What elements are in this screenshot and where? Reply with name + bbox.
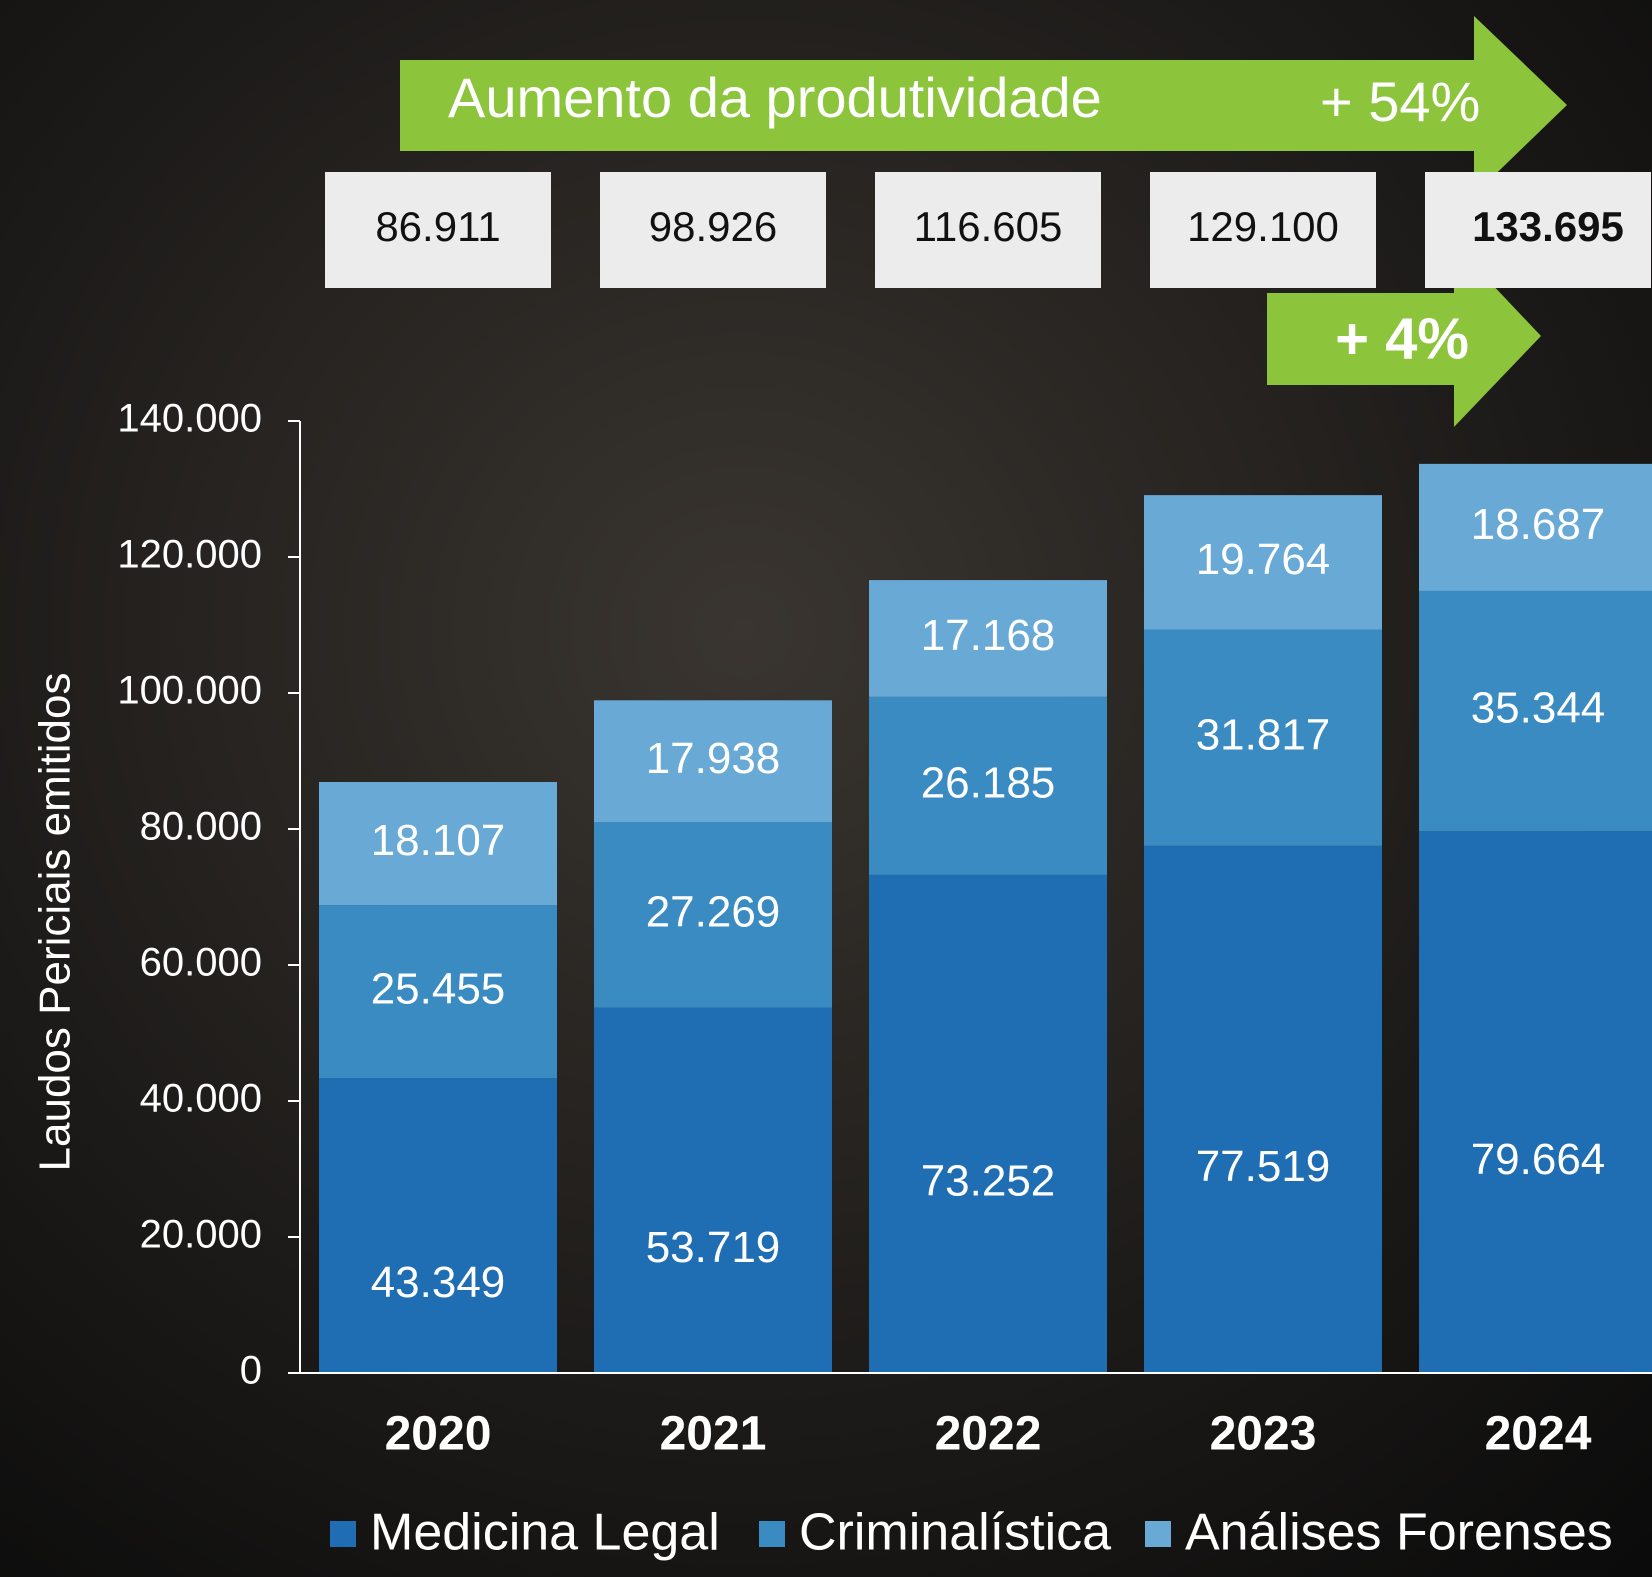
legend-swatch	[1145, 1521, 1171, 1547]
bar-segment	[594, 700, 832, 823]
data-label: 73.252	[921, 1157, 1056, 1206]
x-tick-label: 2020	[385, 1408, 492, 1461]
bar-segment	[1419, 463, 1652, 591]
legend-swatch	[330, 1521, 356, 1547]
annotation: + 4%	[1335, 306, 1469, 371]
data-label: 18.687	[1471, 500, 1606, 549]
bar-segment	[594, 822, 832, 1008]
y-tick-label: 60.000	[140, 941, 262, 985]
y-tick-label: 140.000	[117, 397, 262, 441]
data-label: 27.269	[646, 888, 781, 937]
data-label: 17.938	[646, 734, 781, 783]
data-label: 25.455	[371, 964, 506, 1013]
annotation: Aumento da produtividade	[448, 66, 1102, 129]
total-label: 133.695	[1472, 203, 1624, 250]
data-label: 35.344	[1471, 684, 1606, 733]
total-box	[875, 172, 1101, 288]
bar-segment	[319, 1078, 557, 1373]
legend-swatch	[759, 1521, 785, 1547]
y-axis-label: Laudos Periciais emitidos	[31, 673, 80, 1172]
bar-segment	[594, 1007, 832, 1373]
legend-label: Medicina Legal	[370, 1504, 720, 1562]
total-label: 98.926	[649, 203, 777, 250]
y-tick-label: 100.000	[117, 669, 262, 713]
data-label: 17.168	[921, 611, 1056, 660]
data-label: 53.719	[646, 1223, 781, 1272]
small-arrow	[1267, 244, 1541, 427]
y-tick-label: 40.000	[140, 1077, 262, 1121]
total-box	[1150, 172, 1376, 288]
bar-segment	[1419, 831, 1652, 1373]
x-tick-label: 2023	[1210, 1408, 1317, 1461]
x-tick-label: 2024	[1485, 1408, 1592, 1461]
annotation: + 54%	[1320, 70, 1480, 133]
bar-segment	[869, 696, 1107, 875]
y-tick-label: 80.000	[140, 805, 262, 849]
y-tick-label: 120.000	[117, 533, 262, 577]
total-label: 86.911	[375, 203, 500, 250]
total-label: 116.605	[914, 203, 1063, 250]
total-box	[325, 172, 551, 288]
plot: 0 20.000 40.000 60.000 80.000 100.000 120.000 1…	[117, 172, 1652, 1562]
legend-label: Análises Forenses	[1185, 1504, 1613, 1562]
data-label: 77.519	[1196, 1142, 1331, 1191]
legend-label: Criminalística	[799, 1504, 1111, 1562]
total-box	[600, 172, 826, 288]
data-label: 79.664	[1471, 1135, 1606, 1184]
bar-segment	[1419, 590, 1652, 832]
bar-segment	[1144, 629, 1382, 846]
data-label: 43.349	[371, 1258, 506, 1307]
bar-segment	[869, 874, 1107, 1373]
big-arrow	[400, 16, 1567, 195]
bar-segment	[319, 905, 557, 1079]
y-tick-label: 0	[240, 1349, 262, 1393]
data-label: 19.764	[1196, 535, 1331, 584]
data-label: 26.185	[921, 758, 1056, 807]
bar-segment	[319, 782, 557, 906]
bar-segment	[1144, 495, 1382, 630]
x-tick-label: 2022	[935, 1408, 1042, 1461]
total-box	[1425, 172, 1651, 288]
data-label: 31.817	[1196, 710, 1331, 759]
x-tick-label: 2021	[660, 1408, 767, 1461]
y-tick-label: 20.000	[140, 1213, 262, 1257]
bar-segment	[869, 580, 1107, 697]
data-label: 18.107	[371, 816, 506, 865]
bar-segment	[1144, 845, 1382, 1373]
total-label: 129.100	[1187, 203, 1339, 250]
